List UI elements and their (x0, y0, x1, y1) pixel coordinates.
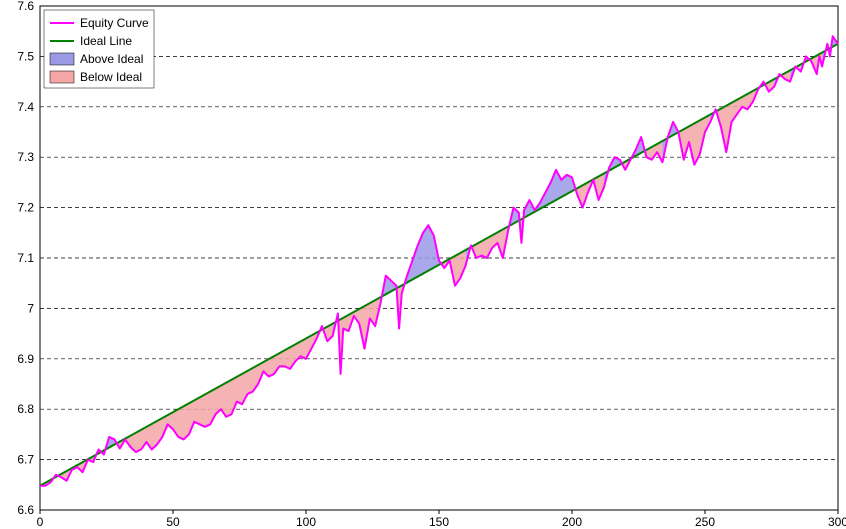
y-tick-label: 6.8 (17, 402, 34, 416)
y-tick-label: 7.2 (17, 201, 34, 215)
y-tick-label: 7 (27, 301, 34, 315)
fill-above (521, 170, 575, 243)
y-tick-label: 7.1 (17, 251, 34, 265)
x-tick-label: 150 (429, 515, 449, 529)
legend-label: Equity Curve (80, 16, 149, 30)
fill-below (716, 88, 758, 152)
y-tick-label: 6.9 (17, 352, 34, 366)
x-tick-label: 250 (695, 515, 715, 529)
x-tick-label: 0 (37, 515, 44, 529)
legend-label: Above Ideal (80, 52, 143, 66)
y-tick-label: 7.4 (17, 100, 34, 114)
x-tick-label: 100 (296, 515, 316, 529)
ideal-line (40, 44, 838, 486)
y-tick-label: 7.5 (17, 49, 34, 63)
fill-below (117, 333, 317, 452)
legend-label: Ideal Line (80, 34, 132, 48)
x-tick-label: 200 (562, 515, 582, 529)
x-tick-label: 50 (166, 515, 180, 529)
chart-svg: 6.6 6.7 6.8 6.9 7 7.1 7.2 7.3 7.4 7.5 7.6 0 50 100 150… (0, 0, 846, 529)
y-tick-label: 6.6 (17, 503, 34, 517)
y-tick-label: 7.3 (17, 150, 34, 164)
x-tick-label: 300 (828, 515, 846, 529)
y-tick-label: 7.6 (17, 0, 34, 13)
legend-label: Below Ideal (80, 70, 142, 84)
equity-chart: 6.6 6.7 6.8 6.9 7 7.1 7.2 7.3 7.4 7.5 7.6 0 50 100 150… (0, 0, 846, 529)
legend-swatch-patch (50, 71, 74, 83)
legend-swatch-patch (50, 53, 74, 65)
y-tick-label: 6.7 (17, 453, 34, 467)
